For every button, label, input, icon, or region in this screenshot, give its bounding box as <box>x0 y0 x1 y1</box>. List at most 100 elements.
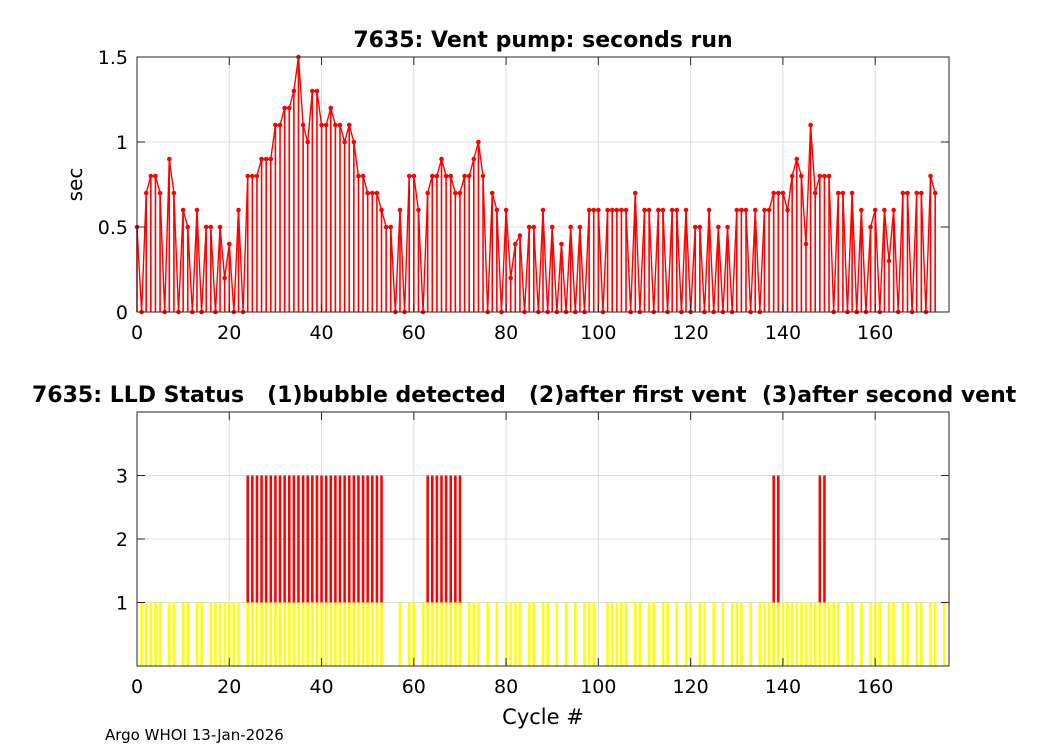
status-bar-bubble <box>338 602 342 666</box>
status-bar-bubble <box>315 602 319 666</box>
status-bar-bubble <box>260 602 263 666</box>
status-bar-bubble <box>790 602 794 666</box>
status-bar-bubble <box>652 602 655 666</box>
status-bar-bubble <box>223 602 226 666</box>
status-bar-bubble <box>237 602 240 666</box>
status-bar-bubble <box>712 602 715 666</box>
status-bar-second-vent <box>777 475 780 603</box>
x-tick-label: 20 <box>217 322 241 344</box>
status-bar-second-vent <box>297 475 300 603</box>
status-bar-bubble <box>154 602 157 666</box>
x-tick-label: 40 <box>309 676 333 698</box>
status-bar-bubble <box>564 602 568 666</box>
status-bar-second-vent <box>343 475 346 603</box>
status-bar-bubble <box>449 602 452 666</box>
status-bar-bubble <box>214 602 217 666</box>
x-tick-label: 160 <box>857 676 893 698</box>
status-chart-y-ticks: 1 2 3 <box>116 466 949 615</box>
status-bar-bubble <box>426 602 429 666</box>
status-bar-bubble <box>933 602 937 666</box>
status-bar-bubble <box>827 602 831 666</box>
status-bar-bubble <box>232 602 236 666</box>
status-bar-second-vent <box>301 475 305 603</box>
status-bar-bubble <box>730 602 734 666</box>
status-bar-bubble <box>823 602 826 666</box>
status-bar-bubble <box>929 602 932 666</box>
status-bar-bubble <box>274 602 277 666</box>
status-bar-second-vent <box>274 475 277 603</box>
status-bar-bubble <box>454 602 457 666</box>
status-bar-second-vent <box>246 475 249 603</box>
status-bar-second-vent <box>320 475 323 603</box>
status-bar-bubble <box>832 602 835 666</box>
x-tick-label: 40 <box>309 322 333 344</box>
stem-chart-marks <box>134 54 938 315</box>
status-bar-bubble <box>541 602 545 666</box>
status-bar-bubble <box>901 602 905 666</box>
status-bar-bubble <box>689 602 692 666</box>
x-tick-label: 160 <box>857 322 893 344</box>
status-bar-second-vent <box>454 475 457 603</box>
status-bar-second-vent <box>278 475 282 603</box>
status-bar-bubble <box>371 602 374 666</box>
status-bar-bubble <box>638 602 642 666</box>
status-bar-second-vent <box>772 475 775 603</box>
status-bar-second-vent <box>371 475 374 603</box>
x-tick-label: 60 <box>402 676 426 698</box>
status-bar-second-vent <box>338 475 342 603</box>
status-bar-bubble <box>158 602 162 666</box>
status-bar-bubble <box>398 602 402 666</box>
status-bar-bubble <box>813 602 817 666</box>
status-bar-bubble <box>818 602 822 666</box>
status-bar-second-vent <box>426 475 429 603</box>
status-bar-bubble <box>218 602 222 666</box>
status-bar-bubble <box>421 602 425 666</box>
status-bar-bubble <box>467 602 471 666</box>
status-bar-bubble <box>324 602 328 666</box>
status-chart-x-axis-label: Cycle # <box>502 705 584 729</box>
status-bar-bubble <box>255 602 259 666</box>
status-bar-bubble <box>486 602 489 666</box>
status-bar-bubble <box>380 602 383 666</box>
status-bar-second-vent <box>251 475 254 603</box>
stem-chart-x-ticks: 0 20 40 60 80 100 120 140 160 <box>131 57 893 344</box>
status-chart-marks <box>140 475 946 666</box>
status-bar-bubble <box>495 602 499 666</box>
status-bar-bubble <box>431 602 434 666</box>
status-bar-bubble <box>878 602 882 666</box>
footer-credit: Argo WHOI 13-Jan-2026 <box>105 726 284 744</box>
status-bar-bubble <box>624 602 628 666</box>
status-bar-bubble <box>435 602 439 666</box>
status-bar-bubble <box>574 602 577 666</box>
stem-chart-frame <box>136 56 950 313</box>
x-tick-label: 120 <box>673 676 709 698</box>
status-bar-bubble <box>772 602 775 666</box>
status-bar-bubble <box>504 602 508 666</box>
status-bar-bubble <box>477 602 480 666</box>
status-bar-bubble <box>592 602 596 666</box>
y-tick-label: 0 <box>116 302 128 324</box>
status-bar-bubble <box>375 602 379 666</box>
status-bar-bubble <box>301 602 305 666</box>
status-bar-second-vent <box>440 475 443 603</box>
status-chart-title: 7635: LLD Status (1)bubble detected (2)a… <box>32 383 1017 408</box>
status-bar-bubble <box>892 602 895 666</box>
status-bar-bubble <box>297 602 300 666</box>
status-bar-bubble <box>209 602 213 666</box>
status-bar-bubble <box>943 602 946 666</box>
status-bar-bubble <box>837 602 840 666</box>
x-tick-label: 0 <box>131 676 143 698</box>
status-chart: 7635: LLD Status (1)bubble detected (2)a… <box>32 383 1017 729</box>
status-bar-bubble <box>181 602 185 666</box>
status-bar-bubble <box>168 602 171 666</box>
status-bar-bubble <box>518 602 522 666</box>
status-bar-bubble <box>647 602 651 666</box>
status-bar-bubble <box>684 602 688 666</box>
status-chart-x-ticks: 0 20 40 60 80 100 120 140 160 <box>131 412 893 698</box>
status-bar-bubble <box>920 602 923 666</box>
status-bar-bubble <box>703 602 706 666</box>
status-bar-second-vent <box>264 475 268 603</box>
stem-chart-y-ticks: 0 0.5 1 1.5 <box>98 47 949 324</box>
status-bar-second-vent <box>431 475 434 603</box>
